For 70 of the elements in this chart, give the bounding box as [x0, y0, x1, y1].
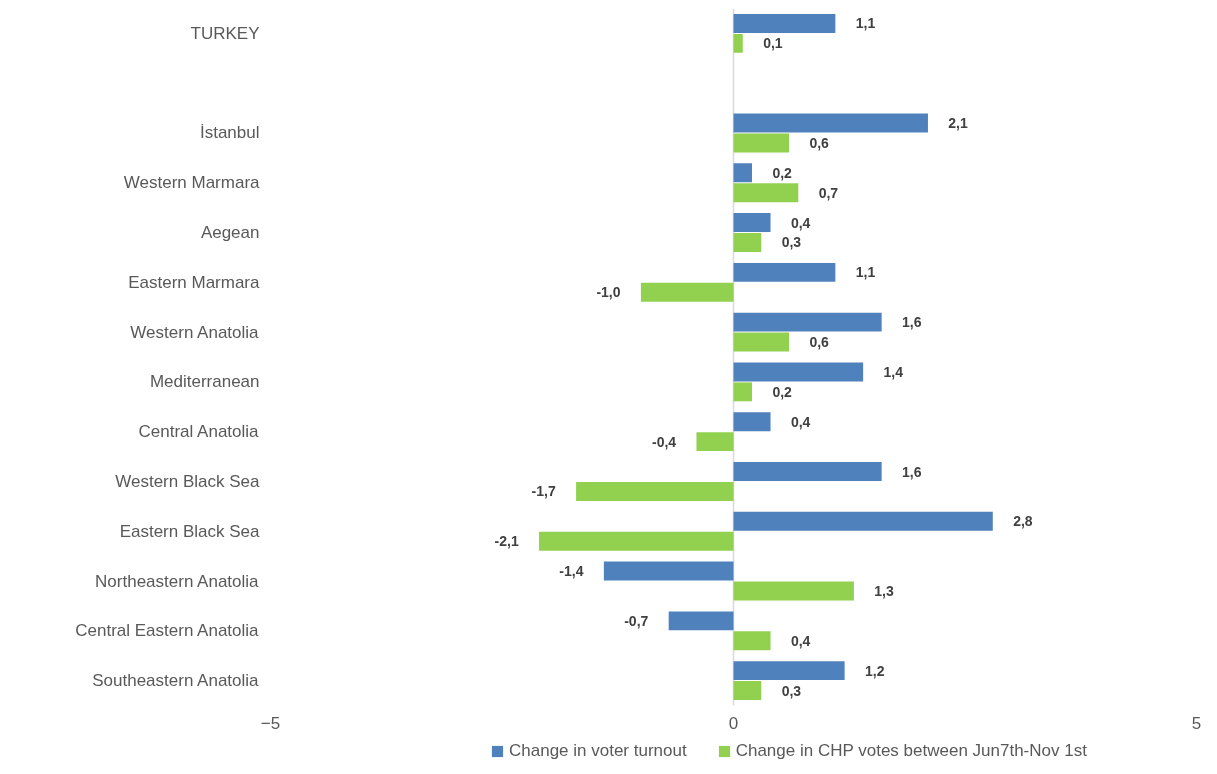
bar — [733, 332, 790, 352]
data-label: -1,0 — [596, 284, 621, 301]
data-label: 1,1 — [855, 264, 876, 281]
y-tick-label: Eastern Marmara — [128, 272, 261, 292]
y-tick-label: Western Marmara — [123, 173, 261, 193]
y-tick-label: Aegean — [200, 223, 260, 243]
bar — [733, 13, 836, 33]
bar — [733, 511, 993, 531]
data-label: 1,6 — [902, 314, 922, 331]
y-tick-label: Southeastern Anatolia — [92, 671, 260, 691]
y-tick-label: Central Anatolia — [138, 422, 260, 442]
bar — [733, 312, 882, 332]
data-label: 2,1 — [948, 115, 969, 132]
bar — [539, 531, 734, 551]
y-tick-label: Mediterranean — [149, 372, 260, 392]
data-label: -1,4 — [559, 563, 584, 580]
bar — [733, 233, 762, 252]
bar — [733, 163, 753, 183]
legend-label: Change in voter turnout — [509, 741, 687, 761]
bar — [603, 561, 734, 581]
y-tick-label: Central Eastern Anatolia — [75, 621, 260, 641]
bar — [733, 262, 836, 282]
x-tick-label: 5 — [1191, 713, 1202, 733]
bar — [733, 681, 762, 701]
bar — [733, 362, 864, 382]
bar — [733, 33, 743, 53]
data-label: -1,7 — [531, 483, 556, 500]
data-label: -0,7 — [624, 612, 649, 629]
y-tick-label: Western Anatolia — [130, 322, 260, 342]
bar — [733, 382, 753, 402]
data-label: -2,1 — [494, 533, 519, 550]
bar — [733, 412, 771, 432]
y-tick-label: Western Black Sea — [115, 471, 261, 491]
bar — [640, 282, 734, 302]
bar — [696, 432, 734, 452]
y-tick-label: TURKEY — [190, 23, 260, 43]
bar — [733, 462, 882, 481]
data-label: 0,1 — [763, 35, 783, 52]
bar — [668, 611, 734, 631]
data-label: 1,1 — [855, 15, 876, 32]
legend-label: Change in CHP votes between Jun7th-Nov 1st — [735, 741, 1087, 761]
data-label: 1,6 — [902, 463, 922, 480]
data-label: 1,2 — [864, 662, 885, 679]
y-tick-label: İstanbul — [199, 123, 260, 143]
data-label: 0,2 — [772, 164, 793, 181]
bar — [733, 213, 771, 233]
data-label: 0,7 — [818, 184, 839, 201]
bar — [733, 183, 799, 203]
bar — [733, 581, 854, 601]
data-label: 1,3 — [874, 582, 894, 599]
x-tick-label: −5 — [260, 713, 281, 733]
data-label: 0,4 — [790, 632, 811, 649]
bar — [733, 631, 771, 651]
bar — [733, 113, 928, 133]
data-label: 0,2 — [772, 383, 793, 400]
data-label: 0,3 — [781, 682, 802, 699]
data-label: -0,4 — [651, 433, 677, 450]
y-tick-label: Eastern Black Sea — [119, 521, 261, 541]
x-tick-label: 0 — [728, 713, 739, 733]
data-label: 0,3 — [781, 234, 802, 251]
data-label: 0,4 — [790, 413, 811, 430]
data-label: 2,8 — [1013, 513, 1033, 530]
bar — [576, 481, 734, 501]
data-label: 0,6 — [809, 334, 830, 351]
bar — [733, 133, 790, 153]
bar — [733, 661, 845, 681]
data-label: 0,4 — [790, 214, 811, 231]
y-tick-label: Northeastern Anatolia — [95, 571, 260, 591]
data-label: 1,4 — [883, 363, 904, 380]
data-label: 0,6 — [809, 134, 830, 151]
